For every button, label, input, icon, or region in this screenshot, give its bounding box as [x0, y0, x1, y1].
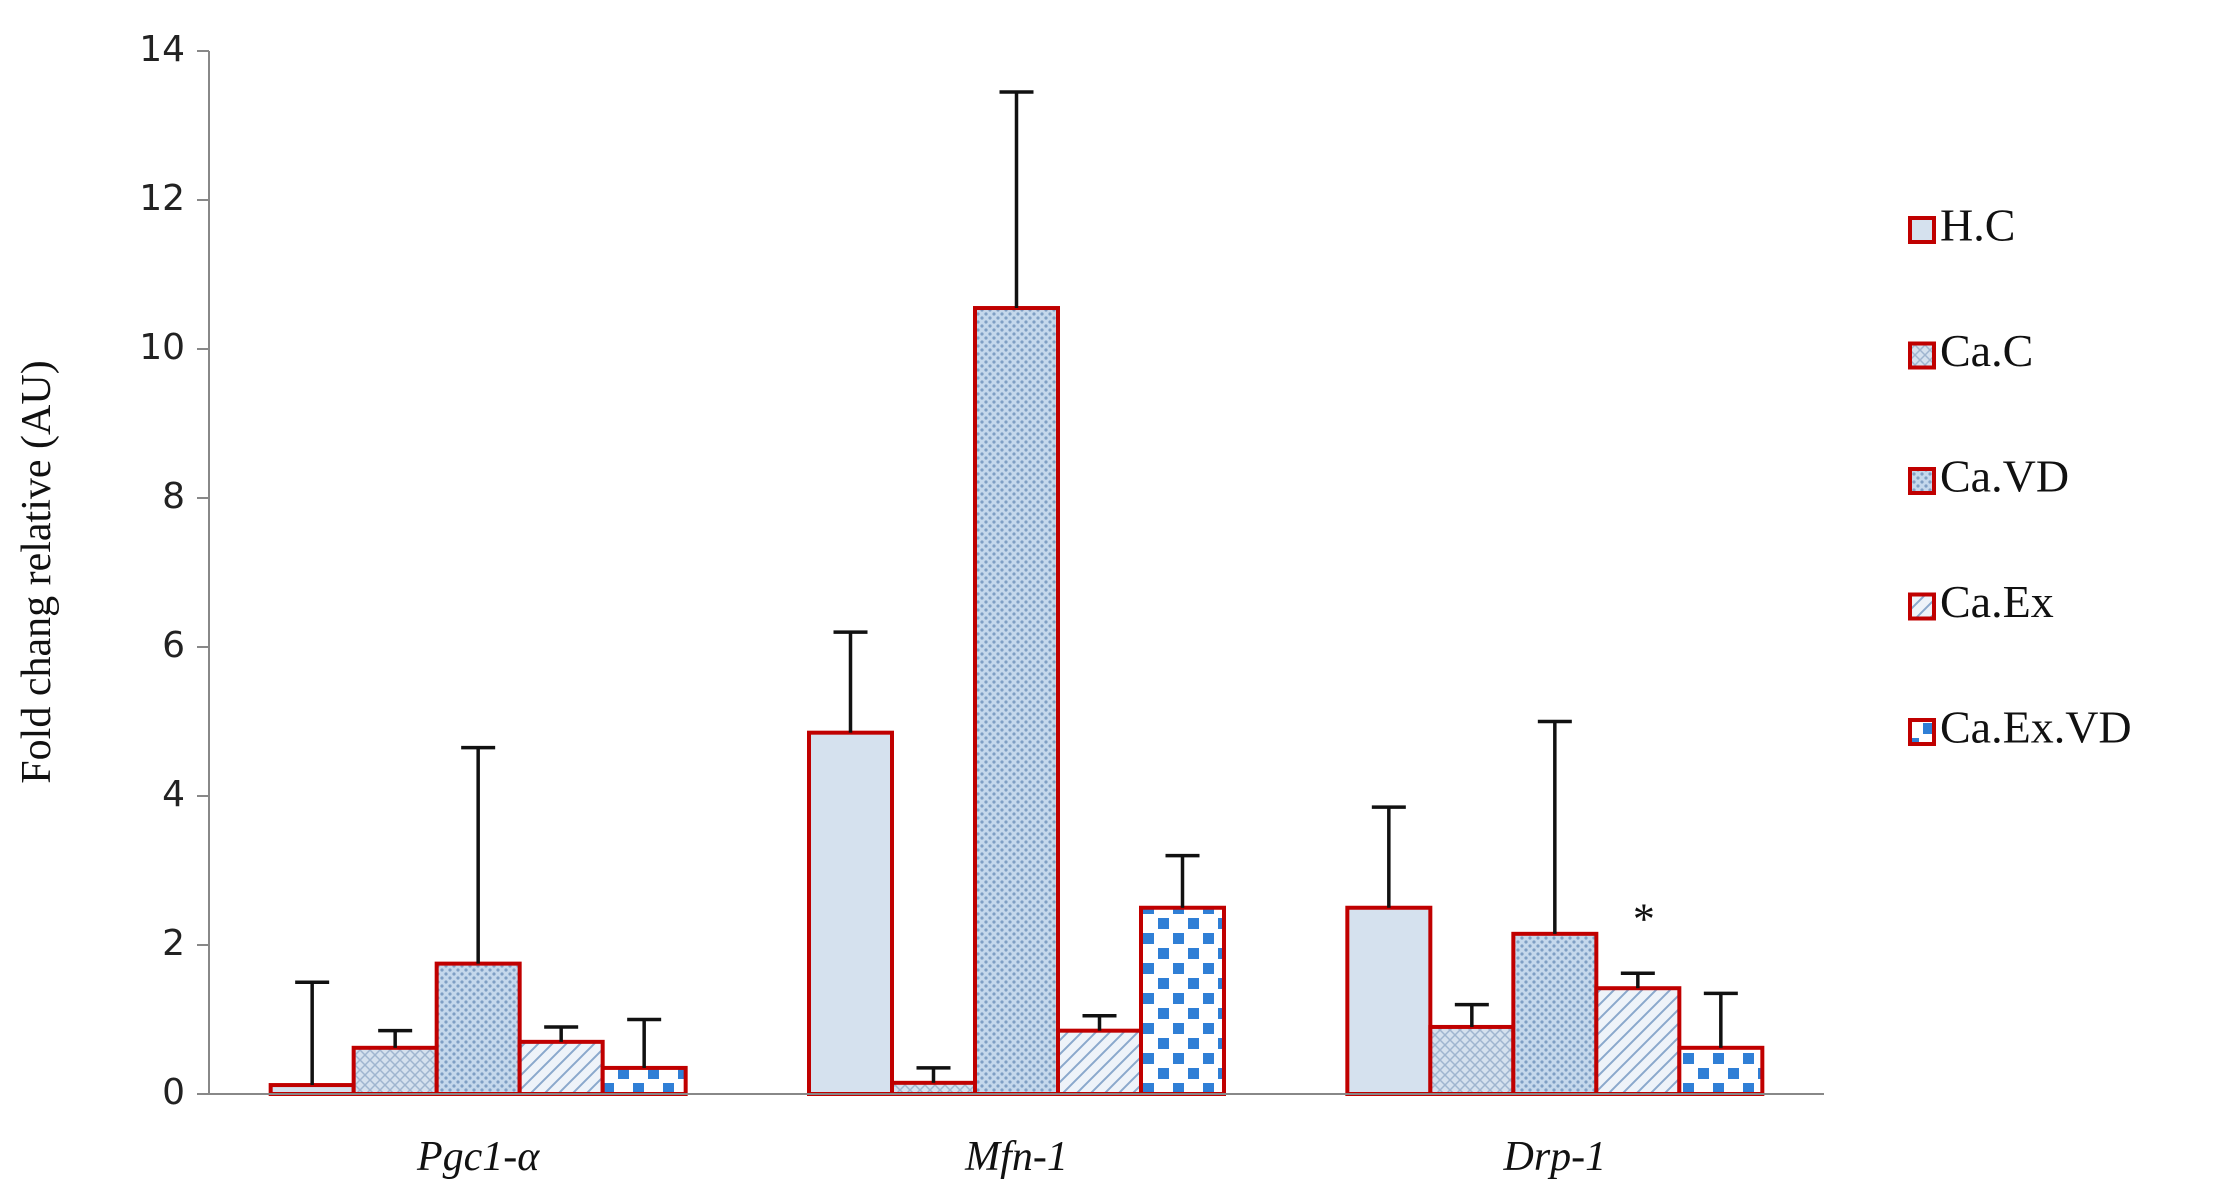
error-bar [916, 1066, 951, 1083]
y-tick-label: 6 [162, 625, 185, 666]
legend-label: Ca.C [1940, 325, 2033, 376]
bar [268, 1083, 356, 1097]
y-tick-label: 0 [162, 1072, 185, 1113]
error-bar [1454, 1002, 1489, 1027]
y-tick-label: 2 [162, 923, 185, 964]
bar [1139, 905, 1226, 1096]
legend-swatch [1908, 341, 1936, 370]
legend-swatch [1908, 592, 1936, 621]
error-bar [1703, 991, 1738, 1048]
legend-label: Ca.Ex [1940, 576, 2054, 627]
y-tick-label: 8 [162, 476, 185, 517]
bar [600, 1065, 688, 1097]
y-tick-label: 14 [139, 29, 185, 70]
y-tick-label: 4 [162, 774, 185, 815]
legend-label: Ca.Ex.VD [1940, 702, 2132, 753]
error-bar [1082, 1014, 1117, 1031]
error-bar [999, 90, 1034, 309]
y-tick-label: 12 [139, 178, 185, 219]
x-tick-label: Mfn-1 [964, 1134, 1068, 1180]
bar [1056, 1028, 1143, 1097]
bar [351, 1045, 439, 1097]
bar [434, 961, 522, 1096]
bar [1677, 1045, 1765, 1097]
error-bar [1537, 719, 1572, 934]
x-tick-label: Pgc1-α [416, 1134, 540, 1180]
bar [1511, 931, 1599, 1097]
legend-swatch [1908, 216, 1936, 244]
y-axis-label: Fold chang relative (AU) [14, 360, 60, 783]
legend-label: H.C [1940, 200, 2015, 251]
bar [1428, 1024, 1516, 1096]
bar [1345, 905, 1433, 1096]
bar [807, 730, 894, 1096]
error-bar [378, 1028, 413, 1048]
legend-label: Ca.VD [1940, 451, 2069, 502]
bar [973, 306, 1060, 1096]
error-bar [295, 980, 330, 1086]
error-bar [1620, 971, 1655, 989]
error-bar [1371, 805, 1406, 908]
error-bar [461, 745, 496, 964]
legend-swatch [1908, 467, 1936, 495]
legend-swatch [1908, 718, 1936, 746]
x-tick-label: Drp-1 [1502, 1134, 1606, 1180]
error-bar [1165, 853, 1200, 908]
bar [890, 1080, 977, 1096]
annotation: * [1633, 894, 1655, 943]
bar [1594, 986, 1682, 1097]
bar [517, 1039, 605, 1096]
error-bar [627, 1017, 662, 1068]
error-bar [833, 630, 868, 733]
y-tick-label: 10 [139, 327, 185, 368]
error-bar [544, 1025, 579, 1042]
